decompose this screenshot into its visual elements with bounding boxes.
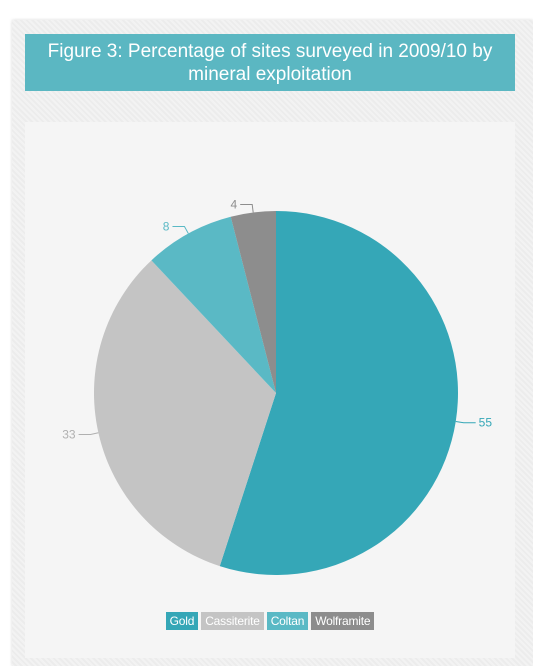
leader-line-cassiterite — [78, 432, 99, 435]
legend-item-wolframite[interactable]: Wolframite — [311, 612, 375, 630]
figure-frame: Figure 3: Percentage of sites surveyed i… — [12, 20, 533, 666]
pie-slice-gold[interactable] — [219, 211, 459, 575]
data-label-wolframite: 4 — [230, 197, 237, 211]
legend: Gold Cassiterite Coltan Wolframite — [25, 612, 515, 630]
pie-slice-coltan[interactable] — [151, 216, 276, 393]
chart-panel: 55 33 8 4 Gold Cassiterite Coltan Wolframit… — [25, 122, 515, 658]
legend-item-coltan[interactable]: Coltan — [266, 612, 309, 630]
legend-item-gold[interactable]: Gold — [165, 612, 199, 630]
pie-slices — [93, 211, 459, 575]
data-label-gold: 55 — [479, 416, 493, 430]
leader-line-wolframite — [240, 203, 254, 213]
data-label-coltan: 8 — [163, 220, 170, 234]
pie-labels: 55 33 8 4 — [62, 197, 492, 441]
pie-slice-wolframite[interactable] — [230, 211, 276, 393]
chart-title: Figure 3: Percentage of sites surveyed i… — [25, 34, 515, 91]
pie-slice-cassiterite[interactable] — [93, 260, 277, 567]
pie-chart: 55 33 8 4 — [62, 197, 492, 575]
leader-line-coltan — [172, 226, 189, 234]
data-label-cassiterite: 33 — [62, 427, 76, 441]
legend-item-cassiterite[interactable]: Cassiterite — [201, 612, 264, 630]
leader-line-gold — [455, 420, 476, 424]
